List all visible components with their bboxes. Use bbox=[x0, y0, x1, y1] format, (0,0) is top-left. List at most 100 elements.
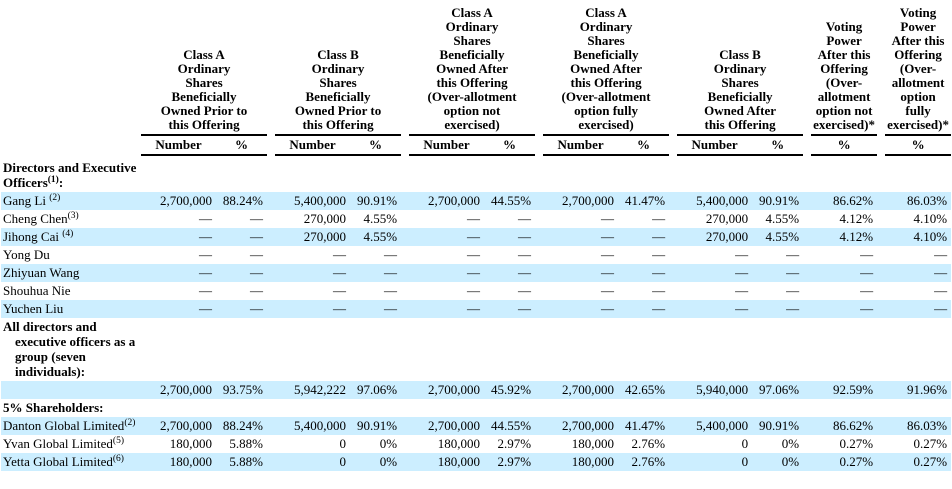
row-label: Directors and Executive Officers(1): bbox=[3, 160, 137, 190]
cell-value: 2,700,000 bbox=[562, 382, 615, 397]
spacer-cell bbox=[669, 228, 677, 246]
cell-value: 42.65% bbox=[624, 382, 666, 397]
spacer-cell bbox=[267, 300, 275, 318]
cell-value: 4.12% bbox=[839, 211, 874, 226]
cell-value: 0.27% bbox=[839, 454, 874, 469]
cell-value: 2.97% bbox=[497, 454, 532, 469]
cell-value bbox=[275, 155, 350, 192]
col-header-classB-prior: Class B Ordinary Shares Beneficially Own… bbox=[275, 0, 402, 136]
cell-value: — bbox=[199, 211, 212, 226]
spacer-cell bbox=[877, 399, 885, 417]
cell-value bbox=[752, 399, 803, 417]
cell-value bbox=[811, 399, 877, 417]
cell-value: 270,000 bbox=[705, 229, 749, 244]
spacer-cell bbox=[877, 246, 885, 264]
row-label: Yvan Global Limited(5) bbox=[3, 436, 124, 451]
cell-value: 2,700,000 bbox=[562, 193, 615, 208]
cell-value: 41.47% bbox=[624, 193, 666, 208]
spacer-cell bbox=[803, 435, 811, 453]
spacer-cell bbox=[803, 192, 811, 210]
spacer-cell bbox=[803, 155, 811, 192]
cell-value: 86.62% bbox=[832, 418, 874, 433]
cell-value bbox=[811, 318, 877, 381]
row-label: Shouhua Nie bbox=[3, 283, 71, 298]
subcol-header-number: Number bbox=[141, 135, 216, 156]
cell-value bbox=[409, 399, 484, 417]
spacer-cell bbox=[267, 399, 275, 417]
spacer-cell bbox=[401, 228, 409, 246]
cell-value: 180,000 bbox=[437, 436, 481, 451]
cell-value: — bbox=[250, 283, 264, 298]
cell-value bbox=[677, 318, 752, 381]
cell-value: 180,000 bbox=[169, 436, 212, 451]
cell-value: 2.76% bbox=[631, 454, 666, 469]
subheader-row: Number % Number % Number % Number % Numb… bbox=[1, 135, 952, 156]
spacer-cell bbox=[401, 192, 409, 210]
spacer-cell bbox=[877, 264, 885, 282]
cell-value: — bbox=[199, 265, 212, 280]
spacer bbox=[877, 135, 885, 155]
spacer-cell bbox=[401, 264, 409, 282]
cell-value bbox=[141, 318, 216, 381]
col-header-classA-after-fully-exercised: Class A Ordinary Shares Beneficially Own… bbox=[543, 0, 670, 136]
cell-value: — bbox=[735, 247, 749, 262]
label-column-header bbox=[1, 0, 141, 135]
table-row: 2,700,000 93.75% 5,942,222 97.06% 2,700,000 4… bbox=[1, 381, 952, 399]
cell-value: 0.27% bbox=[913, 436, 948, 451]
cell-value: — bbox=[467, 229, 481, 244]
cell-value: 97.06% bbox=[758, 382, 800, 397]
spacer-cell bbox=[267, 453, 275, 471]
cell-value bbox=[752, 155, 803, 192]
cell-value: 41.47% bbox=[624, 418, 666, 433]
cell-value: 2,700,000 bbox=[160, 193, 212, 208]
cell-value bbox=[885, 155, 951, 192]
cell-value: 5,942,222 bbox=[294, 382, 347, 397]
cell-value: — bbox=[601, 301, 615, 316]
cell-value: — bbox=[199, 247, 212, 262]
cell-value: — bbox=[735, 265, 749, 280]
cell-value bbox=[350, 399, 401, 417]
cell-value: 86.03% bbox=[906, 193, 948, 208]
col-header-classA-after-not-exercised: Class A Ordinary Shares Beneficially Own… bbox=[409, 0, 536, 136]
spacer-cell bbox=[803, 228, 811, 246]
col-header-classB-after: Class B Ordinary Shares Beneficially Own… bbox=[677, 0, 804, 136]
cell-value: 180,000 bbox=[571, 436, 615, 451]
cell-value: — bbox=[652, 211, 666, 226]
footnote-superscript: (4) bbox=[62, 229, 74, 239]
subcol-header-number: Number bbox=[677, 135, 753, 156]
row-label: Danton Global Limited(2) bbox=[3, 418, 136, 433]
table-row: Directors and Executive Officers(1): bbox=[1, 155, 951, 192]
cell-value: 4.55% bbox=[363, 229, 398, 244]
spacer-cell bbox=[803, 318, 811, 381]
cell-value: — bbox=[518, 247, 532, 262]
spacer bbox=[401, 135, 409, 155]
cell-value: — bbox=[786, 265, 800, 280]
cell-value: 270,000 bbox=[303, 211, 347, 226]
cell-value: 2.97% bbox=[497, 436, 532, 451]
spacer-cell bbox=[669, 264, 677, 282]
spacer-cell bbox=[803, 381, 811, 399]
cell-value: 45.92% bbox=[490, 382, 532, 397]
cell-value: 0% bbox=[379, 436, 398, 451]
cell-value bbox=[484, 318, 535, 381]
cell-value bbox=[141, 155, 216, 192]
cell-value: — bbox=[467, 265, 481, 280]
row-label: Cheng Chen(3) bbox=[3, 211, 79, 226]
subcol-header-percent: % bbox=[811, 135, 878, 156]
spacer-cell bbox=[877, 453, 885, 471]
cell-value: — bbox=[934, 247, 948, 262]
cell-value bbox=[484, 399, 535, 417]
cell-value: — bbox=[467, 247, 481, 262]
cell-value: — bbox=[652, 247, 666, 262]
cell-value bbox=[618, 155, 669, 192]
spacer-cell bbox=[669, 318, 677, 381]
cell-value: — bbox=[652, 265, 666, 280]
spacer-cell bbox=[535, 155, 543, 192]
cell-value: 88.24% bbox=[222, 193, 264, 208]
cell-value bbox=[543, 399, 618, 417]
cell-value: — bbox=[735, 283, 749, 298]
cell-value: 180,000 bbox=[169, 454, 212, 469]
cell-value bbox=[216, 318, 267, 381]
ownership-table: Class A Ordinary Shares Beneficially Own… bbox=[1, 0, 952, 471]
